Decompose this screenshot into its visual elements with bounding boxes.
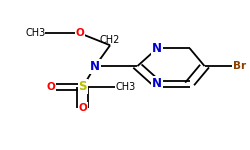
Text: N: N bbox=[90, 60, 100, 73]
Text: N: N bbox=[152, 77, 162, 90]
Text: O: O bbox=[78, 103, 87, 113]
Text: S: S bbox=[78, 80, 87, 93]
Text: CH3: CH3 bbox=[115, 82, 135, 92]
Text: O: O bbox=[76, 28, 84, 38]
Text: O: O bbox=[46, 82, 55, 92]
Text: Br: Br bbox=[233, 61, 246, 71]
Text: CH3: CH3 bbox=[25, 28, 46, 38]
Text: CH2: CH2 bbox=[100, 35, 120, 45]
Text: N: N bbox=[152, 42, 162, 55]
